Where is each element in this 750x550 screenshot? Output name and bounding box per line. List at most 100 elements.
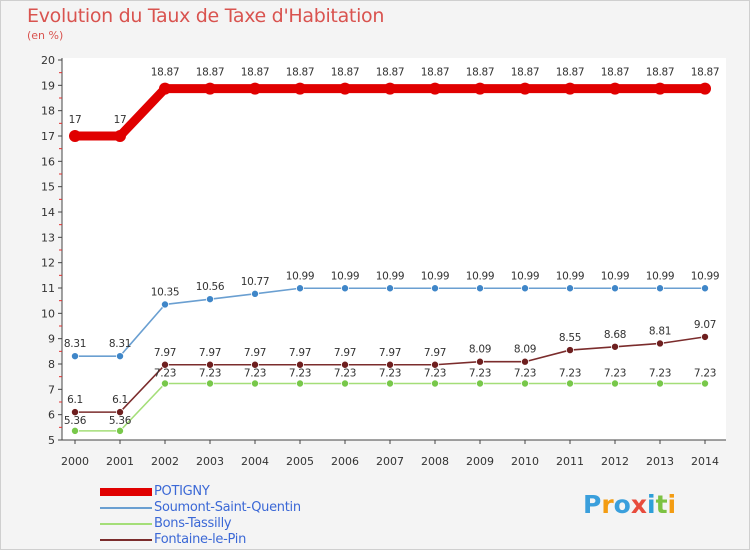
chart-title: Evolution du Taux de Taxe d'Habitation: [27, 5, 385, 27]
data-point: [340, 360, 349, 369]
data-point: [699, 82, 711, 95]
legend-swatch-bons-tassilly: [100, 523, 152, 525]
data-point: [430, 360, 439, 369]
data-label: 8.31: [64, 338, 86, 350]
data-point: [295, 360, 304, 369]
data-label: 10.99: [511, 270, 540, 282]
y-tick-label: 20: [41, 54, 55, 67]
data-label: 8.09: [469, 344, 491, 356]
y-tick-label: 7: [48, 383, 55, 396]
data-label: 18.87: [331, 67, 360, 79]
proxiti-logo: Proxiti: [583, 490, 676, 519]
data-label: 7.97: [379, 347, 401, 359]
data-label: 7.23: [334, 368, 356, 380]
data-label: 17: [69, 114, 82, 126]
y-tick-label: 12: [41, 257, 55, 270]
data-label: 10.99: [556, 270, 585, 282]
legend-swatch-soumont: [100, 507, 152, 509]
data-point: [475, 357, 484, 366]
data-label: 18.87: [511, 67, 540, 79]
data-point: [430, 379, 439, 388]
data-point: [475, 379, 484, 388]
data-point: [385, 360, 394, 369]
data-label: 8.55: [559, 332, 581, 344]
data-point: [116, 426, 125, 435]
data-label: 10.35: [151, 286, 180, 298]
legend-swatch-fontaine-le-pin: [100, 539, 152, 541]
data-point: [250, 289, 259, 298]
y-tick-label: 5: [48, 434, 55, 447]
x-tick-label: 2002: [151, 455, 179, 468]
data-label: 18.87: [151, 67, 180, 79]
data-label: 10.99: [286, 270, 315, 282]
data-point: [519, 82, 531, 95]
data-label: 18.87: [196, 67, 225, 79]
data-label: 8.31: [109, 338, 131, 350]
data-point: [656, 284, 665, 293]
data-label: 7.97: [289, 347, 311, 359]
logo-letter: x: [630, 490, 647, 519]
data-point: [249, 82, 261, 95]
x-tick-label: 2012: [601, 455, 629, 468]
data-point: [611, 284, 620, 293]
logo-letter: P: [583, 490, 602, 519]
data-label: 5.36: [64, 415, 87, 427]
data-point: [205, 379, 214, 388]
x-tick-label: 2014: [691, 455, 719, 468]
data-point: [701, 284, 710, 293]
data-point: [340, 379, 349, 388]
data-label: 7.23: [604, 368, 626, 380]
data-point: [654, 82, 666, 95]
data-label: 6.1: [112, 394, 128, 406]
x-tick-label: 2004: [241, 455, 269, 468]
data-point: [656, 379, 665, 388]
y-tick-label: 15: [41, 181, 55, 194]
data-label: 6.1: [67, 394, 83, 406]
data-label: 7.97: [424, 347, 446, 359]
data-point: [295, 284, 304, 293]
data-point: [204, 82, 216, 95]
data-label: 7.97: [199, 347, 221, 359]
data-point: [566, 284, 575, 293]
data-point: [71, 352, 80, 361]
logo-letter: o: [613, 490, 631, 519]
x-tick-label: 2003: [196, 455, 224, 468]
data-point: [474, 82, 486, 95]
legend-label: POTIGNY: [154, 484, 210, 499]
y-tick-label: 8: [48, 358, 55, 371]
data-label: 8.09: [514, 344, 536, 356]
data-point: [114, 130, 126, 142]
data-point: [429, 82, 441, 95]
legend-swatch-potigny: [100, 488, 152, 496]
data-label: 7.23: [469, 368, 491, 380]
data-label: 7.23: [649, 368, 671, 380]
x-tick-label: 2000: [61, 455, 89, 468]
data-point: [611, 342, 620, 351]
data-label: 7.23: [154, 368, 176, 380]
data-point: [71, 426, 80, 435]
x-tick-label: 2010: [511, 455, 539, 468]
plot-area: [62, 58, 726, 440]
data-point: [475, 284, 484, 293]
data-label: 7.23: [514, 368, 536, 380]
data-point: [656, 339, 665, 348]
data-point: [250, 379, 259, 388]
y-tick-label: 11: [41, 282, 55, 295]
data-label: 7.23: [244, 368, 266, 380]
data-point: [701, 332, 710, 341]
data-label: 8.81: [649, 325, 671, 337]
data-point: [521, 379, 530, 388]
data-label: 5.36: [109, 415, 132, 427]
x-tick-label: 2013: [646, 455, 674, 468]
data-label: 18.87: [466, 67, 495, 79]
data-point: [611, 379, 620, 388]
data-point: [116, 352, 125, 361]
data-point: [340, 284, 349, 293]
data-point: [116, 408, 125, 417]
data-label: 18.87: [691, 67, 720, 79]
data-label: 7.97: [154, 347, 176, 359]
data-point: [521, 357, 530, 366]
y-tick-label: 17: [41, 130, 55, 143]
data-label: 10.56: [196, 281, 225, 293]
